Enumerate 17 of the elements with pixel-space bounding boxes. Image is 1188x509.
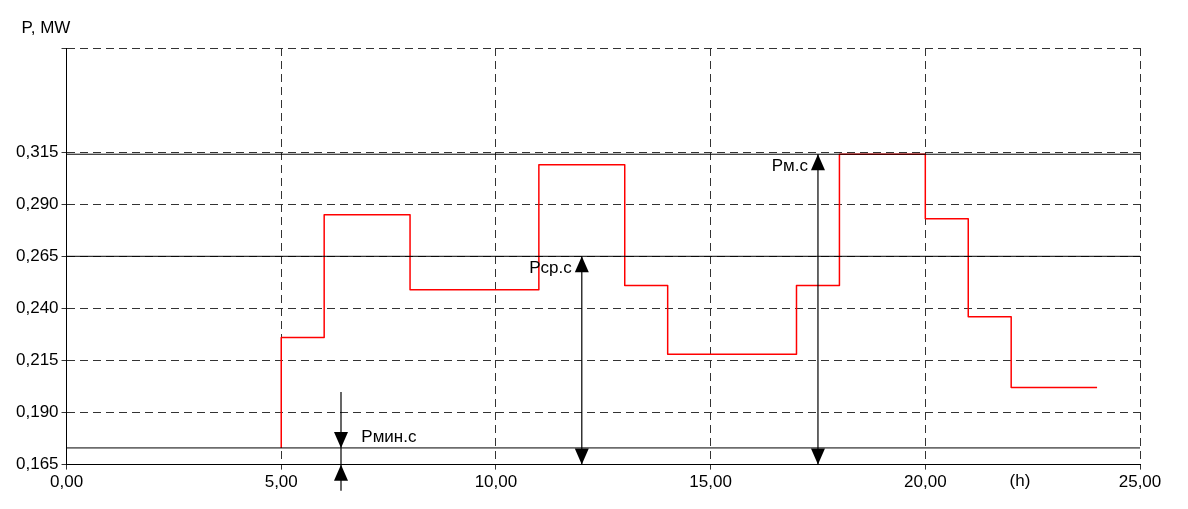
- y-tick-label: 0,290: [15, 193, 59, 213]
- y-tick-label: 0,190: [15, 402, 59, 422]
- annotation: Рмин.с: [361, 427, 417, 447]
- x-tick-label: 5,00: [264, 472, 298, 492]
- y-tick-label: 0,165: [15, 454, 59, 474]
- y-tick-label: 0,315: [15, 141, 59, 161]
- x-tick-label: 20,00: [904, 472, 947, 492]
- x-axis-title: (h): [1009, 470, 1031, 490]
- x-tick-label: 15,00: [689, 472, 732, 492]
- y-axis-title: P, MW: [21, 18, 71, 37]
- x-tick-label: 10,00: [474, 472, 518, 492]
- y-tick-label: 0,215: [15, 350, 59, 370]
- y-tick-label: 0,240: [15, 298, 59, 318]
- y-tick-label: 0,265: [15, 245, 59, 265]
- annotation: Рм.с: [771, 156, 809, 176]
- x-tick-label: 0,00: [49, 472, 84, 492]
- x-tick-label: 25,00: [1118, 472, 1162, 492]
